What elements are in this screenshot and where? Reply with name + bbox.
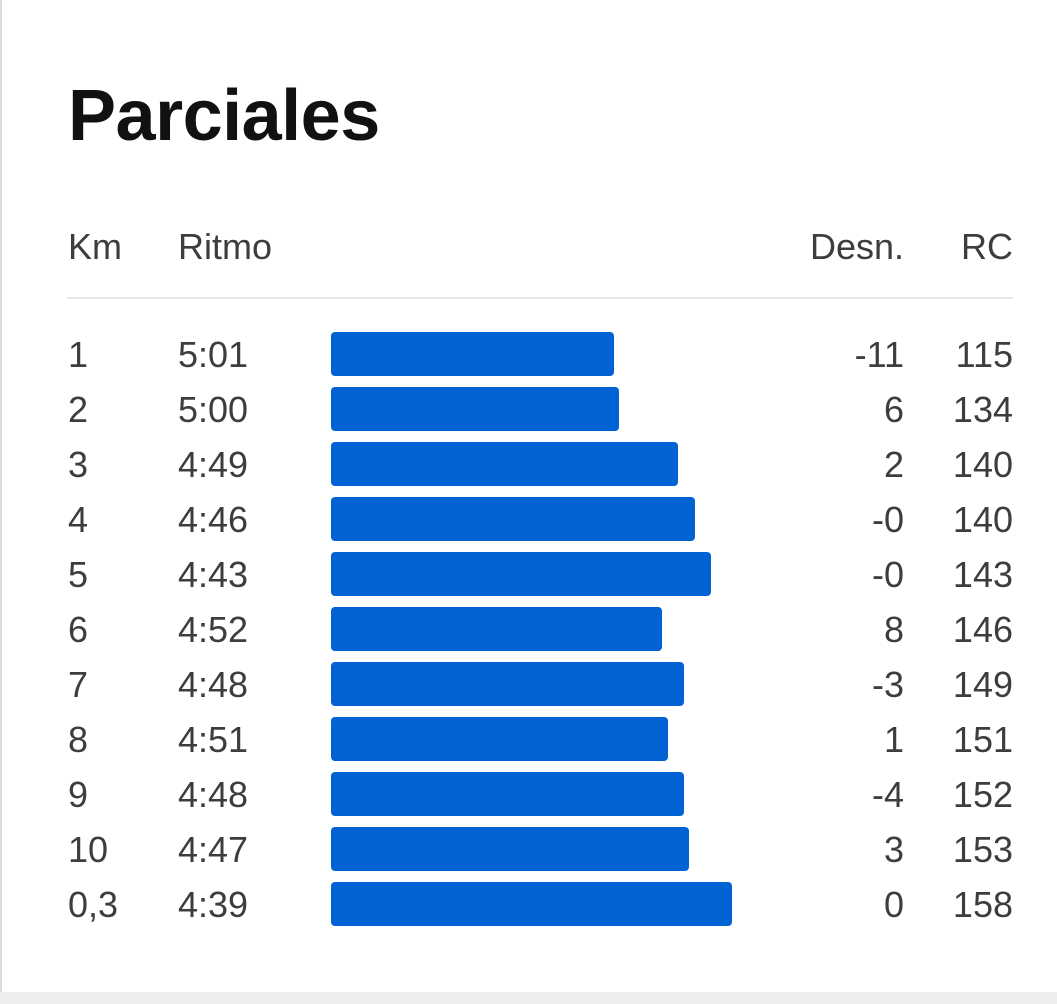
split-km: 6 <box>68 609 89 650</box>
split-elevation: 6 <box>883 389 904 430</box>
split-heart-rate: 152 <box>952 774 1013 815</box>
split-km: 3 <box>68 444 89 485</box>
pace-bar <box>331 552 711 596</box>
split-km: 9 <box>68 774 89 815</box>
split-pace: 5:01 <box>178 334 249 375</box>
split-heart-rate: 140 <box>952 499 1013 540</box>
split-row[interactable]: 0,3 4:39 0 158 <box>0 880 1057 935</box>
split-row[interactable]: 6 4:52 8 146 <box>0 605 1057 660</box>
split-row[interactable]: 4 4:46 -0 140 <box>0 495 1057 550</box>
pace-bar <box>331 497 695 541</box>
split-elevation: -0 <box>871 554 904 595</box>
pace-bar <box>331 772 684 816</box>
column-header-km: Km <box>68 226 122 267</box>
split-row[interactable]: 7 4:48 -3 149 <box>0 660 1057 715</box>
pace-bar <box>331 332 614 376</box>
split-row[interactable]: 1 5:01 -11 115 <box>0 330 1057 385</box>
split-km: 4 <box>68 499 89 540</box>
pace-bar <box>331 662 684 706</box>
split-elevation: 0 <box>883 884 904 925</box>
split-pace: 4:39 <box>178 884 249 925</box>
split-heart-rate: 140 <box>952 444 1013 485</box>
split-pace: 4:46 <box>178 499 249 540</box>
split-pace: 4:49 <box>178 444 249 485</box>
pace-bar <box>331 387 619 431</box>
split-km: 10 <box>68 829 109 870</box>
pace-bar <box>331 442 678 486</box>
split-km: 0,3 <box>68 884 119 925</box>
split-row[interactable]: 8 4:51 1 151 <box>0 715 1057 770</box>
split-km: 1 <box>68 334 89 375</box>
split-km: 7 <box>68 664 89 705</box>
column-header-elevation: Desn. <box>809 226 904 267</box>
column-header-heart-rate: RC <box>961 226 1013 267</box>
split-heart-rate: 151 <box>952 719 1013 760</box>
left-edge-divider <box>0 0 2 992</box>
split-row[interactable]: 5 4:43 -0 143 <box>0 550 1057 605</box>
split-km: 2 <box>68 389 89 430</box>
split-heart-rate: 134 <box>952 389 1013 430</box>
split-pace: 4:48 <box>178 664 249 705</box>
split-elevation: -0 <box>871 499 904 540</box>
split-row[interactable]: 9 4:48 -4 152 <box>0 770 1057 825</box>
page-title: Parciales <box>68 76 380 156</box>
split-km: 8 <box>68 719 89 760</box>
split-row[interactable]: 10 4:47 3 153 <box>0 825 1057 880</box>
pace-bar <box>331 827 689 871</box>
split-heart-rate: 158 <box>952 884 1013 925</box>
split-elevation: 2 <box>883 444 904 485</box>
split-row[interactable]: 3 4:49 2 140 <box>0 440 1057 495</box>
column-header-pace: Ritmo <box>178 226 273 267</box>
split-elevation: 3 <box>883 829 904 870</box>
split-heart-rate: 115 <box>955 334 1013 375</box>
split-elevation: 1 <box>883 719 904 760</box>
split-heart-rate: 153 <box>952 829 1013 870</box>
header-divider <box>67 297 1013 299</box>
split-km: 5 <box>68 554 89 595</box>
split-heart-rate: 149 <box>952 664 1013 705</box>
pace-bar <box>331 717 668 761</box>
pace-bar <box>331 882 732 926</box>
split-elevation: -4 <box>871 774 904 815</box>
pace-bar <box>331 607 662 651</box>
bottom-divider-band <box>0 992 1057 1004</box>
split-pace: 4:48 <box>178 774 249 815</box>
split-pace: 4:52 <box>178 609 249 650</box>
split-pace: 4:51 <box>178 719 249 760</box>
split-heart-rate: 143 <box>952 554 1013 595</box>
split-heart-rate: 146 <box>952 609 1013 650</box>
split-pace: 5:00 <box>178 389 249 430</box>
split-elevation: -11 <box>854 334 904 375</box>
split-elevation: -3 <box>871 664 904 705</box>
splits-list: 1 5:01 -11 115 2 5:00 6 134 3 4:49 2 140 4 4:46 -0 140 5… <box>0 330 1057 935</box>
split-pace: 4:47 <box>178 829 249 870</box>
split-pace: 4:43 <box>178 554 249 595</box>
split-elevation: 8 <box>883 609 904 650</box>
split-row[interactable]: 2 5:00 6 134 <box>0 385 1057 440</box>
